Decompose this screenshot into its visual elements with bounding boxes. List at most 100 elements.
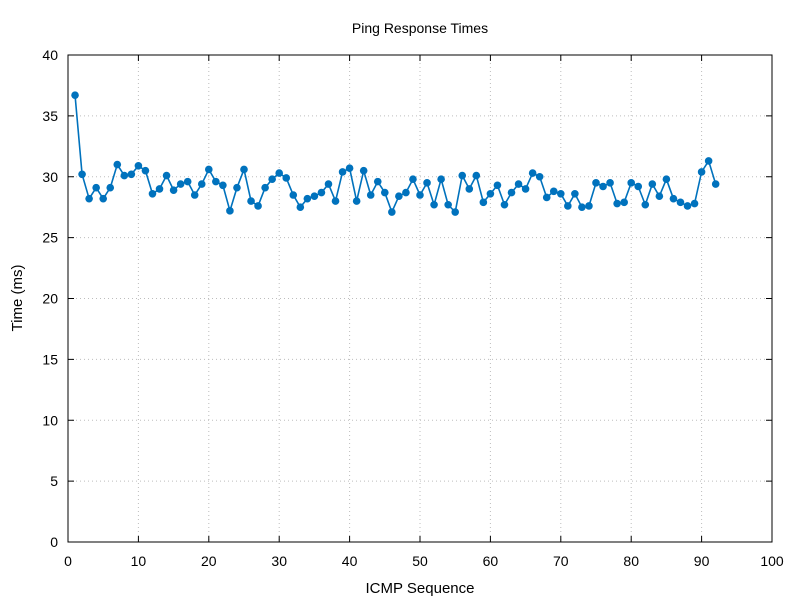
data-point: [500, 200, 509, 209]
data-point: [507, 188, 516, 197]
data-point: [655, 192, 664, 201]
data-point: [430, 200, 438, 209]
axis-ticks: 0 10 20 30 40 50 60 70 80 90 100 0 5 10 15 20 25 30 35 40: [42, 47, 783, 569]
data-point: [212, 177, 220, 186]
data-point: [564, 202, 572, 210]
y-tick-label: 20: [42, 291, 58, 307]
data-point: [620, 198, 628, 207]
data-point: [162, 171, 171, 180]
grid: [68, 55, 772, 542]
data-point: [275, 169, 284, 177]
data-point: [690, 199, 699, 208]
data-point: [613, 199, 621, 208]
data-point: [289, 191, 298, 199]
data-point: [141, 166, 150, 175]
data-point: [578, 203, 586, 211]
x-axis-title: ICMP Sequence: [366, 580, 475, 597]
data-point: [317, 188, 326, 197]
chart-title: Ping Response Times: [352, 20, 488, 36]
data-point: [388, 208, 396, 216]
data-point: [71, 91, 79, 99]
data-point: [697, 168, 706, 176]
data-point: [338, 168, 347, 176]
data-point: [528, 169, 537, 177]
data-point: [662, 175, 671, 183]
y-tick-label: 15: [42, 351, 58, 367]
data-point: [359, 166, 368, 175]
data-point: [648, 180, 657, 188]
data-point: [409, 175, 417, 183]
y-tick-label: 40: [42, 47, 58, 63]
data-series: [71, 91, 720, 216]
data-point: [549, 187, 558, 196]
x-tick-label: 100: [760, 553, 784, 569]
data-point: [120, 171, 129, 180]
y-tick-label: 30: [42, 169, 58, 185]
data-point: [486, 189, 495, 198]
data-point: [282, 174, 291, 182]
x-tick-label: 10: [131, 553, 147, 569]
data-point: [78, 170, 86, 179]
y-tick-label: 25: [42, 230, 58, 246]
data-point: [134, 161, 143, 170]
data-point: [451, 208, 460, 216]
data-point: [310, 192, 319, 201]
data-point: [155, 185, 164, 193]
data-point: [542, 193, 551, 202]
y-axis-title: Time (ms): [9, 265, 26, 332]
data-point: [113, 160, 122, 169]
data-point: [352, 197, 361, 205]
data-point: [219, 181, 227, 190]
data-point: [521, 185, 530, 193]
data-point: [85, 194, 93, 203]
data-point: [233, 183, 241, 192]
data-point: [634, 182, 643, 191]
data-point: [402, 188, 410, 197]
x-tick-label: 40: [342, 553, 358, 569]
y-tick-label: 0: [50, 534, 58, 550]
data-point: [592, 179, 600, 187]
data-point: [458, 171, 467, 180]
series-line: [74, 95, 717, 213]
data-point: [169, 186, 178, 194]
data-point: [395, 192, 403, 201]
data-point: [627, 179, 635, 187]
data-point: [373, 177, 382, 186]
data-point: [557, 189, 565, 198]
data-point: [669, 194, 678, 203]
data-point: [423, 179, 431, 187]
data-point: [437, 175, 445, 183]
data-point: [99, 194, 107, 203]
data-point: [324, 180, 333, 188]
data-point: [493, 181, 502, 190]
data-point: [148, 189, 157, 198]
x-tick-label: 30: [271, 553, 287, 569]
data-point: [683, 202, 692, 210]
data-point: [197, 180, 206, 188]
data-point: [465, 185, 474, 193]
x-tick-label: 70: [553, 553, 569, 569]
data-point: [303, 194, 312, 203]
y-tick-label: 35: [42, 108, 58, 124]
data-point: [704, 157, 713, 165]
y-tick-label: 5: [50, 473, 58, 489]
x-tick-label: 20: [201, 553, 217, 569]
data-point: [183, 177, 192, 186]
data-point: [416, 191, 424, 199]
data-point: [641, 200, 650, 209]
data-point: [296, 203, 305, 211]
data-point: [345, 164, 354, 173]
data-point: [472, 171, 481, 180]
data-point: [176, 180, 185, 188]
data-point: [92, 183, 100, 192]
data-point: [381, 188, 389, 197]
y-tick-label: 10: [42, 412, 58, 428]
data-point: [514, 180, 523, 188]
data-point: [444, 200, 452, 209]
data-point: [268, 175, 276, 183]
data-point: [254, 202, 262, 210]
data-point: [226, 207, 234, 215]
data-point: [711, 180, 720, 188]
data-point: [240, 165, 248, 174]
